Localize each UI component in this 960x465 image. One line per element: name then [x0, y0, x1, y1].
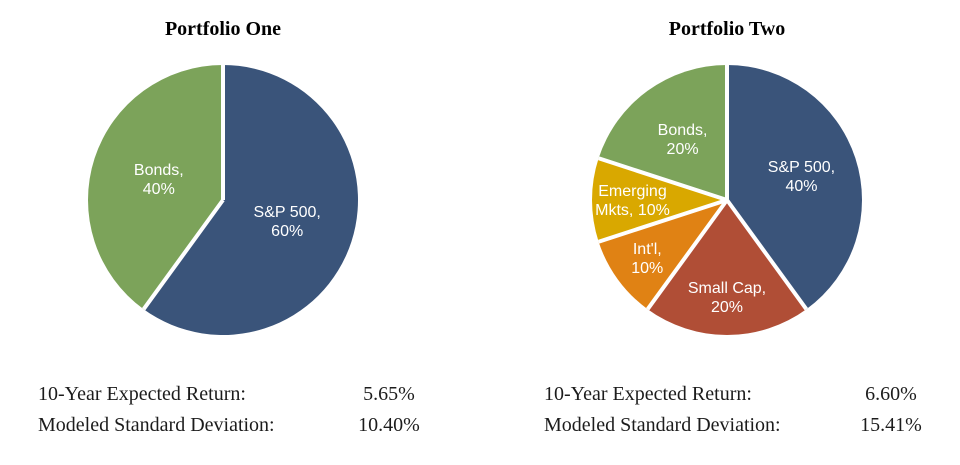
slice-separator — [646, 198, 729, 311]
slice-separator — [597, 156, 728, 202]
slice-separator — [597, 198, 728, 244]
portfolio-one-title: Portfolio One — [164, 18, 282, 40]
standard-deviation-value: 10.40% — [358, 414, 420, 436]
stat-row-standard-deviation: Modeled Standard Deviation: 10.40% — [38, 414, 444, 445]
portfolio-one-stats: 10-Year Expected Return: 5.65% Modeled S… — [0, 383, 480, 445]
expected-return-value: 6.60% — [865, 383, 917, 405]
pie-slice-small-cap — [647, 200, 807, 336]
pie-slice-label: Bonds, 20% — [658, 122, 708, 158]
expected-return-value: 5.65% — [363, 383, 415, 405]
portfolio-two-stats: 10-Year Expected Return: 6.60% Modeled S… — [480, 383, 960, 445]
stat-row-standard-deviation: Modeled Standard Deviation: 15.41% — [544, 414, 946, 445]
expected-return-label: 10-Year Expected Return: — [544, 383, 752, 405]
portfolio-one-chart-area: Portfolio One S&P 500, 60% Bonds, 40% — [86, 16, 360, 337]
pie-slice-int-l — [598, 200, 727, 310]
portfolio-two-panel: Portfolio Two S&P 500, 40% Small Cap, 20% In… — [480, 0, 960, 465]
pie-slice-s-p-500 — [727, 65, 862, 310]
stat-row-expected-return: 10-Year Expected Return: 6.60% — [544, 383, 946, 414]
standard-deviation-value: 15.41% — [860, 414, 922, 436]
portfolio-two-chart-area: Portfolio Two S&P 500, 40% Small Cap, 20% In… — [590, 16, 864, 337]
pie-slice-label: Small Cap, 20% — [688, 280, 766, 316]
pie-slice-bonds — [598, 65, 727, 200]
expected-return-label: 10-Year Expected Return: — [38, 383, 246, 405]
portfolio-one-panel: Portfolio One S&P 500, 60% Bonds, 40% 10-Ye… — [0, 16, 480, 445]
standard-deviation-label: Modeled Standard Deviation: — [544, 414, 781, 436]
pie-slice-label: S&P 500, 60% — [254, 204, 321, 240]
pie-slice-label: Bonds, 40% — [134, 162, 184, 198]
portfolio-two-title: Portfolio Two — [668, 18, 786, 40]
pie-slice-label: Int'l, 10% — [631, 241, 663, 277]
pie-slice-label: Emerging Mkts, 10% — [595, 183, 670, 219]
pie-slice-bonds — [88, 65, 223, 310]
pie-slice-label: S&P 500, 40% — [768, 159, 835, 195]
stat-row-expected-return: 10-Year Expected Return: 5.65% — [38, 383, 444, 414]
portfolio-two-pie-chart: S&P 500, 40% Small Cap, 20% Int'l, 10% Emergin… — [592, 65, 862, 336]
pie-slice-s-p-500 — [143, 65, 358, 335]
standard-deviation-label: Modeled Standard Deviation: — [38, 414, 275, 436]
slice-separator — [142, 198, 225, 311]
pie-slice-emerging-mkts — [592, 158, 727, 242]
slice-separator — [725, 198, 808, 311]
portfolio-one-pie-chart: S&P 500, 60% Bonds, 40% — [88, 65, 358, 335]
